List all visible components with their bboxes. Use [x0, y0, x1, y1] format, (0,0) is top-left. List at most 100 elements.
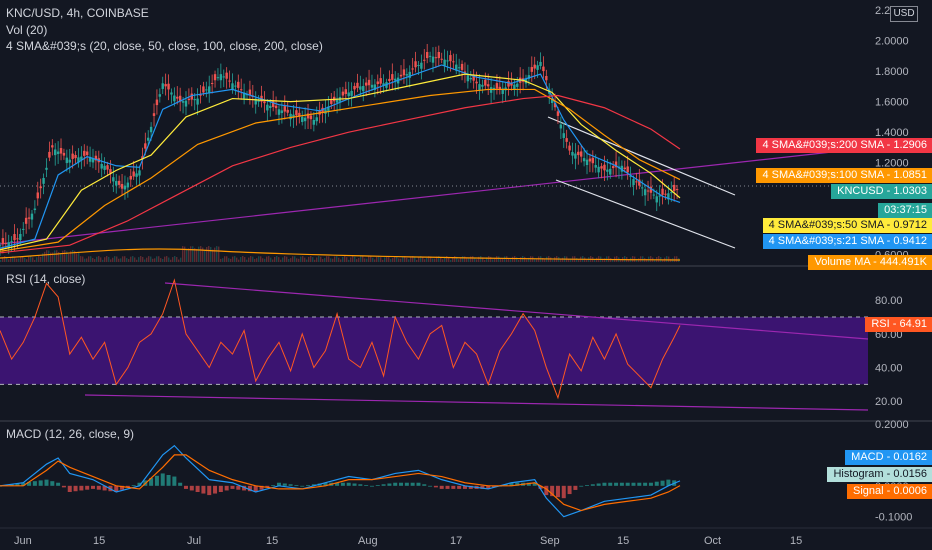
volume-bar: [106, 256, 108, 262]
candle-body: [632, 179, 635, 186]
volume-bar: [204, 249, 206, 262]
candle-body: [303, 117, 307, 122]
macd-histogram-bar: [247, 485, 252, 492]
volume-bar: [192, 246, 194, 262]
macd-histogram-bar: [585, 485, 590, 486]
volume-bar: [450, 259, 452, 262]
candle-body: [550, 98, 554, 104]
candle-body: [135, 173, 138, 177]
macd-histogram-bar: [492, 485, 497, 488]
candle-body: [219, 74, 223, 81]
trendline-support: [0, 147, 869, 245]
candle-body: [292, 114, 295, 118]
volume-bar: [524, 256, 526, 262]
volume-bar: [252, 256, 254, 262]
macd-histogram-bar: [149, 478, 154, 486]
candle-body: [443, 59, 446, 66]
macd-badge-label: MACD: [851, 451, 884, 463]
macd-histogram-bar: [602, 482, 607, 486]
volume-bar: [58, 251, 60, 262]
candle-body: [655, 196, 658, 203]
macd-histogram-bar: [457, 485, 462, 489]
macd-badge-value: 0.0162: [893, 451, 927, 463]
rsi-line: [0, 278, 681, 400]
macd-line-signal: [0, 454, 681, 512]
volume-bar: [420, 256, 422, 262]
candle-body: [176, 96, 179, 99]
volume-bar: [518, 259, 520, 262]
candle-body: [367, 79, 371, 86]
volume-bar: [110, 259, 112, 262]
volume-bar: [64, 250, 66, 262]
volume-bar: [640, 256, 642, 262]
candle-body: [623, 167, 626, 170]
volume-bar: [6, 256, 8, 262]
macd-histogram-bar: [369, 485, 374, 487]
candle-body: [510, 82, 513, 86]
currency-button[interactable]: USD: [890, 6, 918, 22]
candle-body: [289, 113, 292, 120]
volume-bar: [146, 257, 148, 262]
rsi-badge-label: RSI: [871, 318, 890, 330]
macd-histogram-bar: [567, 485, 572, 495]
volume-bar: [458, 259, 460, 262]
volume-bar: [312, 257, 314, 262]
candle-body: [274, 105, 278, 109]
candle-body: [478, 84, 481, 90]
macd-line-macd: [0, 444, 681, 518]
candle-body: [539, 61, 542, 66]
candle-body: [440, 58, 443, 60]
macd-histogram-bar: [416, 482, 421, 486]
volume-bar: [374, 259, 376, 262]
volume-bar: [20, 256, 22, 262]
candle-body: [457, 67, 461, 69]
volume-bar: [544, 259, 546, 262]
volume-bar: [92, 258, 94, 262]
candle-body: [56, 151, 60, 154]
chart-title: KNC/USD, 4h, COINBASE: [6, 6, 149, 20]
volume-bar: [328, 256, 330, 262]
volume-bar: [144, 259, 146, 262]
volume-bar: [200, 246, 202, 262]
sma-line-50-sma: [0, 73, 681, 251]
volume-bar: [240, 257, 242, 262]
macd-histogram-bar: [526, 482, 531, 486]
channel-lower: [555, 179, 736, 249]
volume-bar: [306, 259, 308, 262]
candle-body: [594, 165, 597, 168]
signal-badge-value: 0.0006: [893, 485, 927, 497]
volume-bar: [282, 257, 284, 262]
candle-body: [0, 245, 2, 247]
countdown-badge: 03:37:15: [878, 203, 932, 218]
macd-histogram-bar: [660, 480, 665, 486]
volume-bar: [202, 247, 204, 262]
candle-body: [350, 90, 353, 96]
candle-body: [344, 89, 348, 94]
volume-bar: [472, 256, 474, 262]
candle-body: [585, 159, 589, 165]
candle-body: [463, 71, 467, 73]
rsi-axis-tick: 80.00: [875, 295, 903, 307]
volume-bar: [260, 256, 262, 262]
candle-body: [641, 187, 644, 189]
candle-body: [22, 228, 25, 230]
candle-body: [487, 84, 490, 87]
candle-body: [83, 150, 86, 156]
volume-bar: [184, 246, 186, 262]
macd-histogram-bar: [515, 482, 520, 486]
volume-bar: [370, 256, 372, 262]
candle-body: [231, 83, 234, 90]
macd-histogram-bar: [561, 485, 566, 499]
volume-bar: [304, 257, 306, 262]
candle-body: [138, 170, 141, 176]
candle-body: [263, 101, 266, 104]
candle-body: [449, 55, 452, 62]
volume-bar: [414, 257, 416, 262]
volume-bar: [122, 256, 124, 262]
macd-histogram-bar: [637, 482, 642, 486]
candle-body: [353, 85, 356, 90]
volume-bar: [464, 256, 466, 262]
macd-histogram-bar: [532, 482, 537, 486]
sma21-badge: 4 SMA&#039;s:21 SMA - 0.9412: [762, 234, 932, 249]
